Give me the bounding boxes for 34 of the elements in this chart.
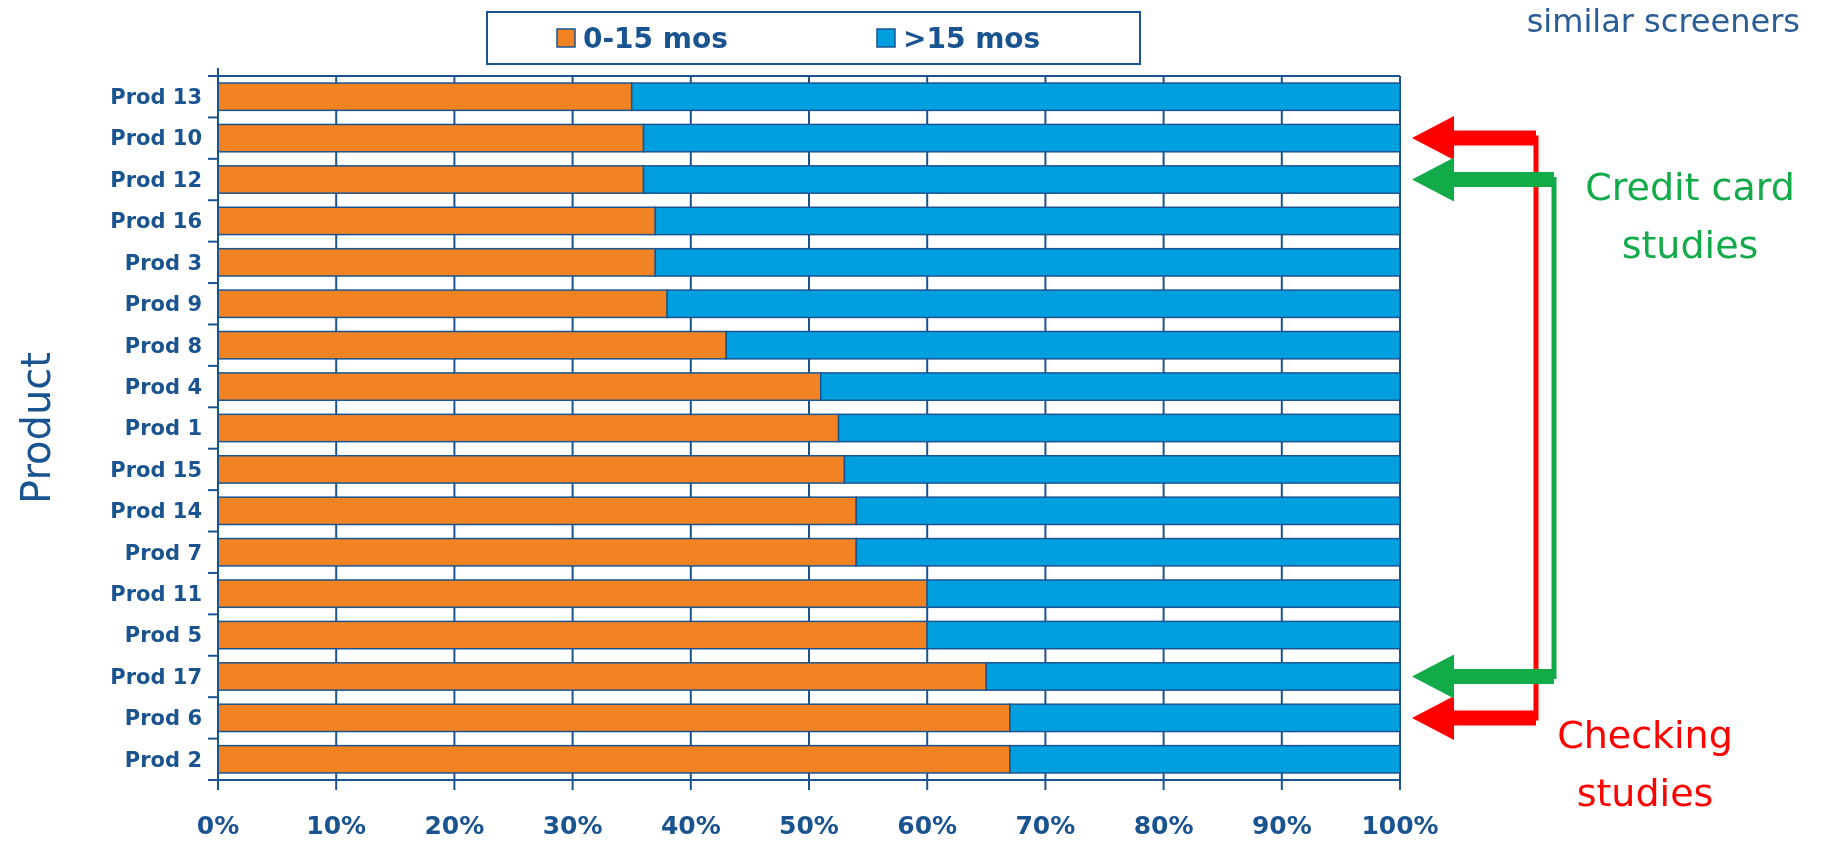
y-tick-label: Prod 3: [124, 250, 202, 275]
x-tick-label: 0%: [196, 811, 240, 840]
x-tick-label: 100%: [1361, 811, 1439, 840]
y-tick-label: Prod 1: [124, 416, 202, 441]
y-tick-label: Prod 11: [110, 582, 202, 606]
y-tick-label: Prod 16: [110, 209, 202, 234]
y-tick-label: Prod 4: [124, 374, 202, 399]
y-axis-title: Product: [13, 352, 59, 504]
y-tick-label: Prod 14: [110, 499, 202, 524]
y-tick-label: Prod 2: [124, 747, 202, 772]
legend-label: >15 mos: [903, 21, 1041, 55]
text: Checking studies: [1557, 713, 1733, 815]
x-tick-label: 30%: [542, 811, 603, 840]
x-tick-label: 90%: [1251, 811, 1312, 840]
x-tick-label: 70%: [1015, 811, 1076, 840]
y-tick-label: Prod 7: [124, 540, 202, 565]
y-tick-label: Prod 12: [110, 167, 202, 192]
x-tick-label: 80%: [1133, 811, 1194, 840]
x-tick-label: 20%: [424, 811, 485, 840]
y-tick-label: Prod 13: [110, 85, 202, 110]
x-tick-label: 40%: [660, 811, 721, 840]
y-tick-label: Prod 5: [124, 623, 202, 648]
text: similar screeners: [1526, 2, 1800, 40]
x-tick-label: 50%: [779, 811, 839, 840]
legend-label: 0-15 mos: [583, 21, 728, 55]
y-tick-label: Prod 9: [124, 292, 202, 317]
y-tick-label: Prod 15: [110, 457, 202, 482]
y-tick-label: Prod 6: [124, 706, 202, 731]
text: Credit card studies: [1585, 165, 1795, 267]
x-tick-label: 10%: [306, 811, 367, 840]
y-tick-label: Prod 17: [110, 664, 202, 689]
x-tick-label: 60%: [897, 811, 958, 840]
y-tick-label: Prod 10: [110, 126, 202, 151]
y-tick-label: Prod 8: [124, 333, 202, 358]
